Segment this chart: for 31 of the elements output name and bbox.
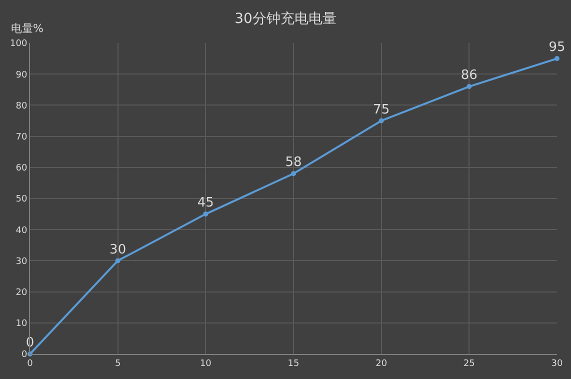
y-tick-label: 60 (16, 164, 28, 174)
data-label: 95 (548, 40, 566, 56)
y-tick-label: 70 (16, 132, 28, 142)
x-tick-label: 5 (114, 358, 121, 369)
y-tick-label: 40 (16, 226, 28, 236)
point (291, 171, 296, 176)
data-label: 58 (285, 155, 302, 170)
chart-title: 30分钟充电电量 (234, 11, 336, 28)
data-label: 45 (197, 196, 214, 211)
y-tick-label: 10 (16, 319, 28, 330)
point (554, 56, 560, 62)
point (378, 118, 384, 124)
y-tick-label: 100 (10, 39, 28, 50)
point (203, 212, 208, 217)
y-tick-label: 20 (16, 288, 28, 298)
y-tick-label: 80 (16, 101, 28, 112)
data-label: 30 (110, 242, 126, 258)
y-axis-title: 电量% (11, 22, 44, 35)
x-tick-label: 15 (288, 358, 300, 369)
point (115, 258, 120, 264)
x-tick-label: 30 (551, 358, 563, 369)
y-tick-label: 90 (16, 70, 28, 80)
data-label: 75 (373, 102, 390, 118)
x-tick-label: 20 (376, 358, 388, 369)
data-label: 86 (460, 68, 478, 84)
point (466, 84, 472, 90)
y-tick-label: 30 (16, 256, 28, 267)
x-tick-label: 10 (200, 358, 212, 369)
y-tick-label: 50 (16, 194, 28, 205)
x-tick-label: 25 (463, 358, 475, 369)
y-tick-label: 0 (21, 350, 28, 360)
